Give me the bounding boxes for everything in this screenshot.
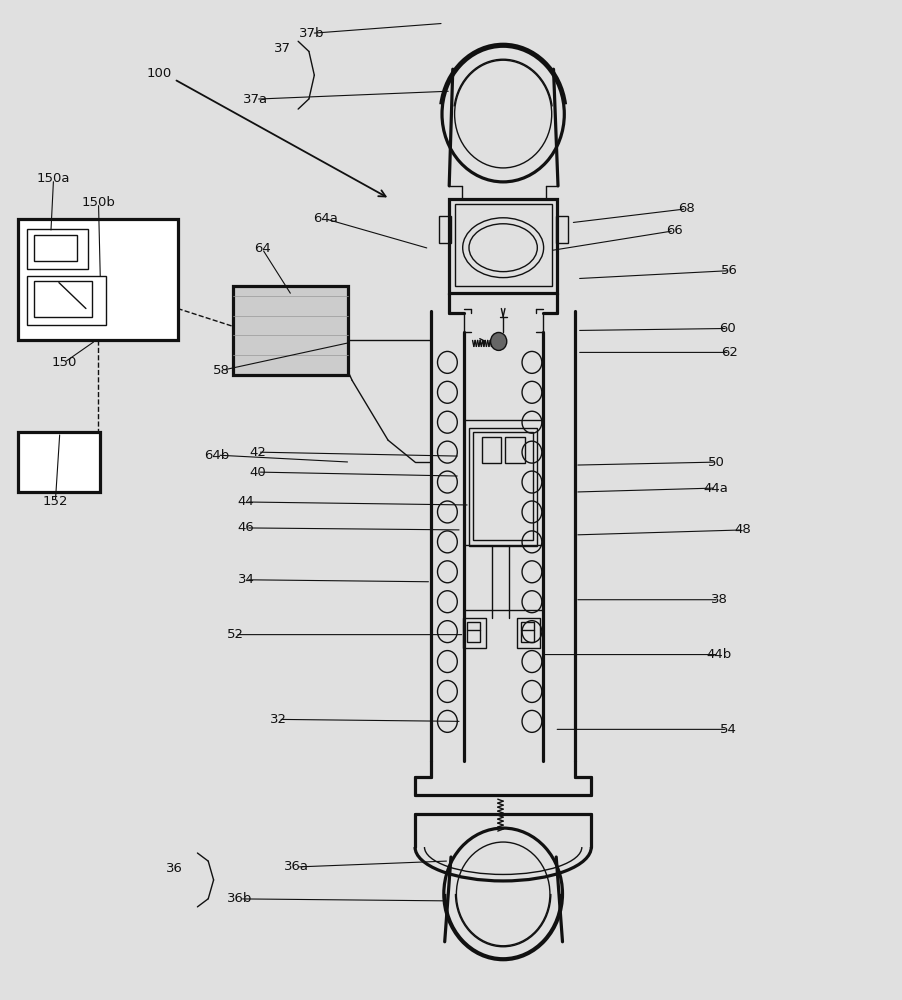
Text: 50: 50 [708,456,724,469]
Bar [234,286,348,375]
Text: 37: 37 [274,42,291,55]
Text: 44: 44 [237,495,254,508]
Text: 52: 52 [226,628,244,641]
Bar [517,618,540,648]
Text: 152: 152 [42,495,68,508]
Circle shape [491,332,507,350]
Text: 68: 68 [678,202,695,215]
Bar [467,622,480,642]
Bar [449,199,557,293]
Text: 54: 54 [720,723,736,736]
Bar [469,428,538,546]
Text: 44a: 44a [704,482,729,495]
Text: 64a: 64a [313,212,337,225]
Bar [557,216,568,243]
Bar [521,622,534,642]
Text: 36b: 36b [227,892,253,905]
Text: 62: 62 [722,346,738,359]
Text: 40: 40 [249,466,266,479]
Bar [505,437,525,463]
Text: 36: 36 [166,862,182,875]
Text: 32: 32 [270,713,287,726]
Bar [26,276,106,325]
Text: 34: 34 [237,573,254,586]
Text: 64: 64 [253,242,271,255]
Text: 36a: 36a [284,860,308,873]
Bar [17,432,100,492]
Text: 42: 42 [249,446,266,459]
Text: 66: 66 [666,224,683,237]
Text: 48: 48 [735,523,751,536]
Text: 60: 60 [720,322,736,335]
Text: 44b: 44b [706,648,732,661]
Text: 150: 150 [51,356,77,369]
Text: 150b: 150b [81,196,115,209]
Text: 38: 38 [711,593,727,606]
Bar [26,229,87,269]
Bar [439,216,451,243]
Bar [33,281,92,317]
Text: 56: 56 [722,264,738,277]
Bar [33,235,77,261]
Text: 64b: 64b [205,449,230,462]
Bar [455,204,552,286]
Bar [474,432,533,540]
Text: 37b: 37b [299,27,325,40]
Text: 37a: 37a [244,93,269,106]
Text: 46: 46 [237,521,254,534]
Bar [463,618,486,648]
Text: 100: 100 [146,67,171,80]
Text: 150a: 150a [37,172,70,185]
Text: 58: 58 [213,364,230,377]
Bar [17,219,178,340]
Bar [482,437,502,463]
